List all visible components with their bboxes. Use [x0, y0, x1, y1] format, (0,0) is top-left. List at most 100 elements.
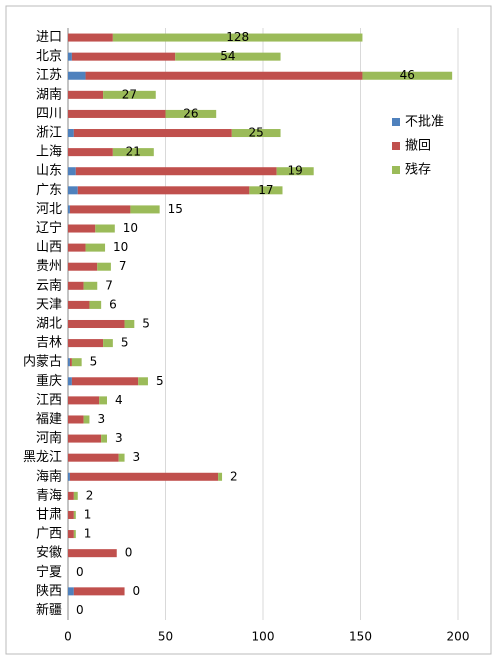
data-label: 0 [125, 546, 133, 560]
bar-segment [68, 549, 117, 558]
bar-segment [68, 396, 100, 405]
y-tick-label: 湖南 [36, 86, 62, 102]
y-tick-label: 青海 [36, 488, 62, 503]
y-tick-label: 甘肃 [36, 507, 62, 522]
legend-label: 撤回 [405, 138, 431, 154]
bar-segment [101, 434, 107, 443]
bar-segment [118, 453, 125, 462]
bar-segment [68, 243, 86, 252]
data-label: 10 [113, 240, 128, 254]
bar-segment [73, 530, 76, 539]
data-label: 3 [115, 431, 123, 445]
bar-segment [165, 109, 217, 118]
y-tick-label: 上海 [36, 145, 62, 160]
data-label: 6 [109, 297, 117, 311]
y-tick-label: 湖北 [36, 317, 62, 332]
data-label: 128 [226, 30, 249, 44]
y-tick-label: 海南 [36, 468, 62, 484]
data-label: 46 [400, 68, 415, 82]
bar-segment [68, 224, 96, 233]
y-tick-label: 陕西 [36, 584, 62, 599]
y-tick-label: 江西 [36, 393, 62, 408]
bar-segment [68, 167, 76, 176]
bar-segment [68, 148, 113, 157]
bar-segment [68, 71, 86, 80]
data-label: 7 [105, 278, 113, 292]
bar-segment [112, 148, 154, 157]
bar-segment [124, 319, 135, 329]
bar-segment [130, 205, 160, 214]
data-label: 0 [133, 584, 141, 598]
y-tick-label: 河南 [36, 430, 62, 446]
y-tick-label: 天津 [36, 297, 62, 312]
data-label: 7 [119, 259, 127, 273]
y-tick-label: 广东 [36, 183, 62, 198]
y-tick-label: 北京 [36, 49, 62, 64]
y-tick-label: 宁夏 [36, 564, 62, 580]
data-label: 5 [90, 355, 98, 369]
bar-segment [68, 453, 119, 462]
bar-segment [77, 186, 250, 195]
bar-segment [112, 33, 363, 42]
bar-segment [103, 90, 156, 99]
y-tick-label: 安徽 [36, 546, 62, 561]
legend-swatch [392, 142, 400, 150]
x-tick-label: 50 [158, 630, 173, 644]
data-label: 1 [84, 507, 92, 521]
y-tick-label: 黑龙江 [23, 450, 62, 465]
bar-segment [69, 472, 219, 481]
bar-segment [73, 510, 76, 519]
x-tick-label: 150 [349, 630, 372, 644]
data-label: 17 [258, 183, 273, 197]
x-tick-label: 200 [447, 630, 470, 644]
data-label: 25 [249, 126, 264, 140]
bar-segment [362, 71, 453, 80]
bar-segment [68, 319, 125, 329]
data-label: 2 [86, 488, 94, 502]
bar-segment [85, 243, 106, 252]
legend-label: 不批准 [405, 115, 444, 130]
bar-segment [68, 339, 104, 348]
bar-segment [68, 281, 84, 290]
data-label: 19 [288, 164, 303, 178]
y-tick-label: 江苏 [36, 67, 62, 83]
y-tick-label: 广西 [36, 527, 62, 542]
y-tick-label: 贵州 [36, 259, 62, 274]
bar-segment [68, 472, 70, 481]
y-tick-label: 浙江 [36, 126, 62, 141]
legend-swatch [392, 118, 400, 126]
y-tick-label: 云南 [36, 277, 62, 293]
bar-segment [71, 358, 82, 367]
bar-segment [97, 262, 111, 271]
y-tick-label: 河北 [36, 202, 62, 217]
y-tick-label: 进口 [36, 30, 62, 45]
data-label: 5 [121, 336, 129, 350]
bar-segment [75, 167, 277, 176]
bar-segment [73, 491, 78, 500]
bar-segment [68, 205, 70, 214]
bar-segment [69, 358, 72, 367]
bar-segment [175, 52, 281, 61]
bar-segment [68, 90, 104, 99]
bar-segment [68, 434, 102, 443]
bar-segment [68, 510, 74, 519]
bar-segment [73, 129, 232, 138]
data-label: 54 [220, 49, 235, 63]
data-label: 3 [133, 450, 141, 464]
y-tick-label: 福建 [36, 412, 62, 427]
y-tick-label: 辽宁 [36, 220, 62, 236]
bar-segment [68, 262, 98, 271]
data-label: 2 [230, 469, 238, 483]
bar-segment [218, 472, 223, 481]
y-tick-label: 山西 [36, 240, 62, 255]
bar-segment [103, 339, 113, 348]
bar-segment [99, 396, 107, 405]
y-tick-label: 四川 [36, 106, 62, 121]
y-tick-label: 吉林 [36, 336, 62, 351]
bar-segment [68, 415, 84, 424]
data-label: 26 [183, 106, 198, 120]
data-label: 10 [123, 221, 138, 235]
bar-segment [73, 587, 125, 596]
bar-segment [68, 109, 166, 118]
